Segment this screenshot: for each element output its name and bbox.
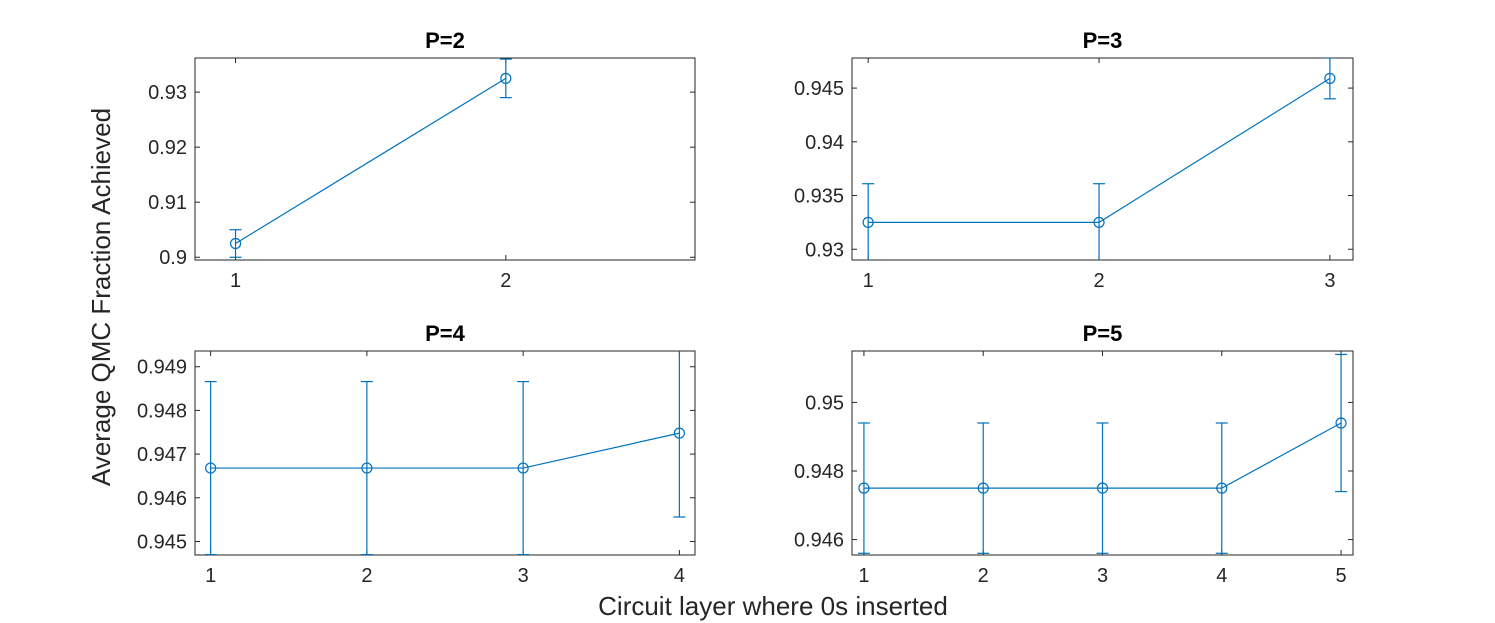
x-tick-label: 4 xyxy=(1216,565,1227,587)
y-tick-label: 0.945 xyxy=(794,78,844,100)
data-point xyxy=(1096,482,1109,494)
y-tick-label: 0.945 xyxy=(137,531,187,553)
series-group xyxy=(862,58,1336,260)
subplot-p3: P=3 1 2 3 0.93 0.935 0.94 0.945 xyxy=(794,28,1354,292)
subplot-title: P=3 xyxy=(1083,28,1123,53)
x-tick-label: 3 xyxy=(1097,565,1108,587)
data-point xyxy=(858,482,870,494)
subplot-p4: P=4 1 2 3 4 0.945 0.946 0.947 0.948 0.949 xyxy=(137,321,696,587)
y-tick-label: 0.948 xyxy=(794,461,844,483)
y-tick-label: 0.947 xyxy=(137,444,187,466)
y-tick-label: 0.92 xyxy=(148,137,187,159)
x-tick-label: 2 xyxy=(500,270,511,292)
series-line xyxy=(210,432,680,469)
x-tick-label: 2 xyxy=(978,565,989,587)
y-tick-label: 0.94 xyxy=(805,132,844,154)
x-tick-label: 3 xyxy=(1324,270,1335,292)
series-group xyxy=(857,353,1348,554)
y-tick-label: 0.935 xyxy=(794,186,844,208)
subplots: P=2 1 2 0.9 0.91 0.92 0.93 P=3 1 2 3 0.93 0.935 0.94 0… xyxy=(137,28,1354,587)
y-tick-label: 0.946 xyxy=(794,530,844,552)
data-point xyxy=(977,482,989,494)
x-tick-label: 1 xyxy=(858,565,869,587)
data-point xyxy=(673,427,685,439)
y-axis-label: Average QMC Fraction Achieved xyxy=(86,108,116,486)
axes-frame xyxy=(194,57,696,261)
y-tick-label: 0.93 xyxy=(805,239,844,261)
axes-frame xyxy=(194,350,696,556)
data-point xyxy=(1216,482,1228,494)
series-group xyxy=(204,351,686,555)
data-point xyxy=(1335,417,1347,429)
x-tick-label: 1 xyxy=(230,270,241,292)
x-tick-label: 2 xyxy=(361,565,372,587)
data-point xyxy=(205,462,217,474)
subplot-title: P=4 xyxy=(425,321,466,346)
data-point xyxy=(1324,72,1336,85)
x-tick-label: 3 xyxy=(518,565,529,587)
x-tick-label: 2 xyxy=(1093,270,1104,292)
axes-frame xyxy=(851,57,1354,261)
y-tick-label: 0.93 xyxy=(148,82,187,104)
x-axis-label: Circuit layer where 0s inserted xyxy=(598,591,948,621)
subplot-p2: P=2 1 2 0.9 0.91 0.92 0.93 xyxy=(148,28,696,292)
x-tick-label: 1 xyxy=(863,270,874,292)
subplot-title: P=5 xyxy=(1083,321,1123,346)
data-point xyxy=(500,72,512,84)
series-group xyxy=(229,58,512,258)
x-tick-label: 5 xyxy=(1336,565,1347,587)
data-point xyxy=(229,237,242,250)
subplot-title: P=2 xyxy=(425,28,465,53)
y-tick-label: 0.95 xyxy=(805,392,844,414)
y-tick-label: 0.9 xyxy=(159,247,187,269)
subplot-p5: P=5 1 2 3 4 5 0.946 0.948 0.95 xyxy=(794,321,1354,587)
x-tick-label: 4 xyxy=(674,565,685,587)
y-tick-label: 0.946 xyxy=(137,488,187,510)
data-point xyxy=(1093,216,1105,228)
x-tick-label: 1 xyxy=(205,565,216,587)
data-point xyxy=(862,216,874,228)
data-point xyxy=(517,462,529,474)
y-tick-label: 0.948 xyxy=(137,400,187,422)
y-tick-label: 0.91 xyxy=(148,192,187,214)
series-line xyxy=(235,77,507,245)
data-point xyxy=(361,462,373,474)
y-tick-label: 0.949 xyxy=(137,357,187,379)
